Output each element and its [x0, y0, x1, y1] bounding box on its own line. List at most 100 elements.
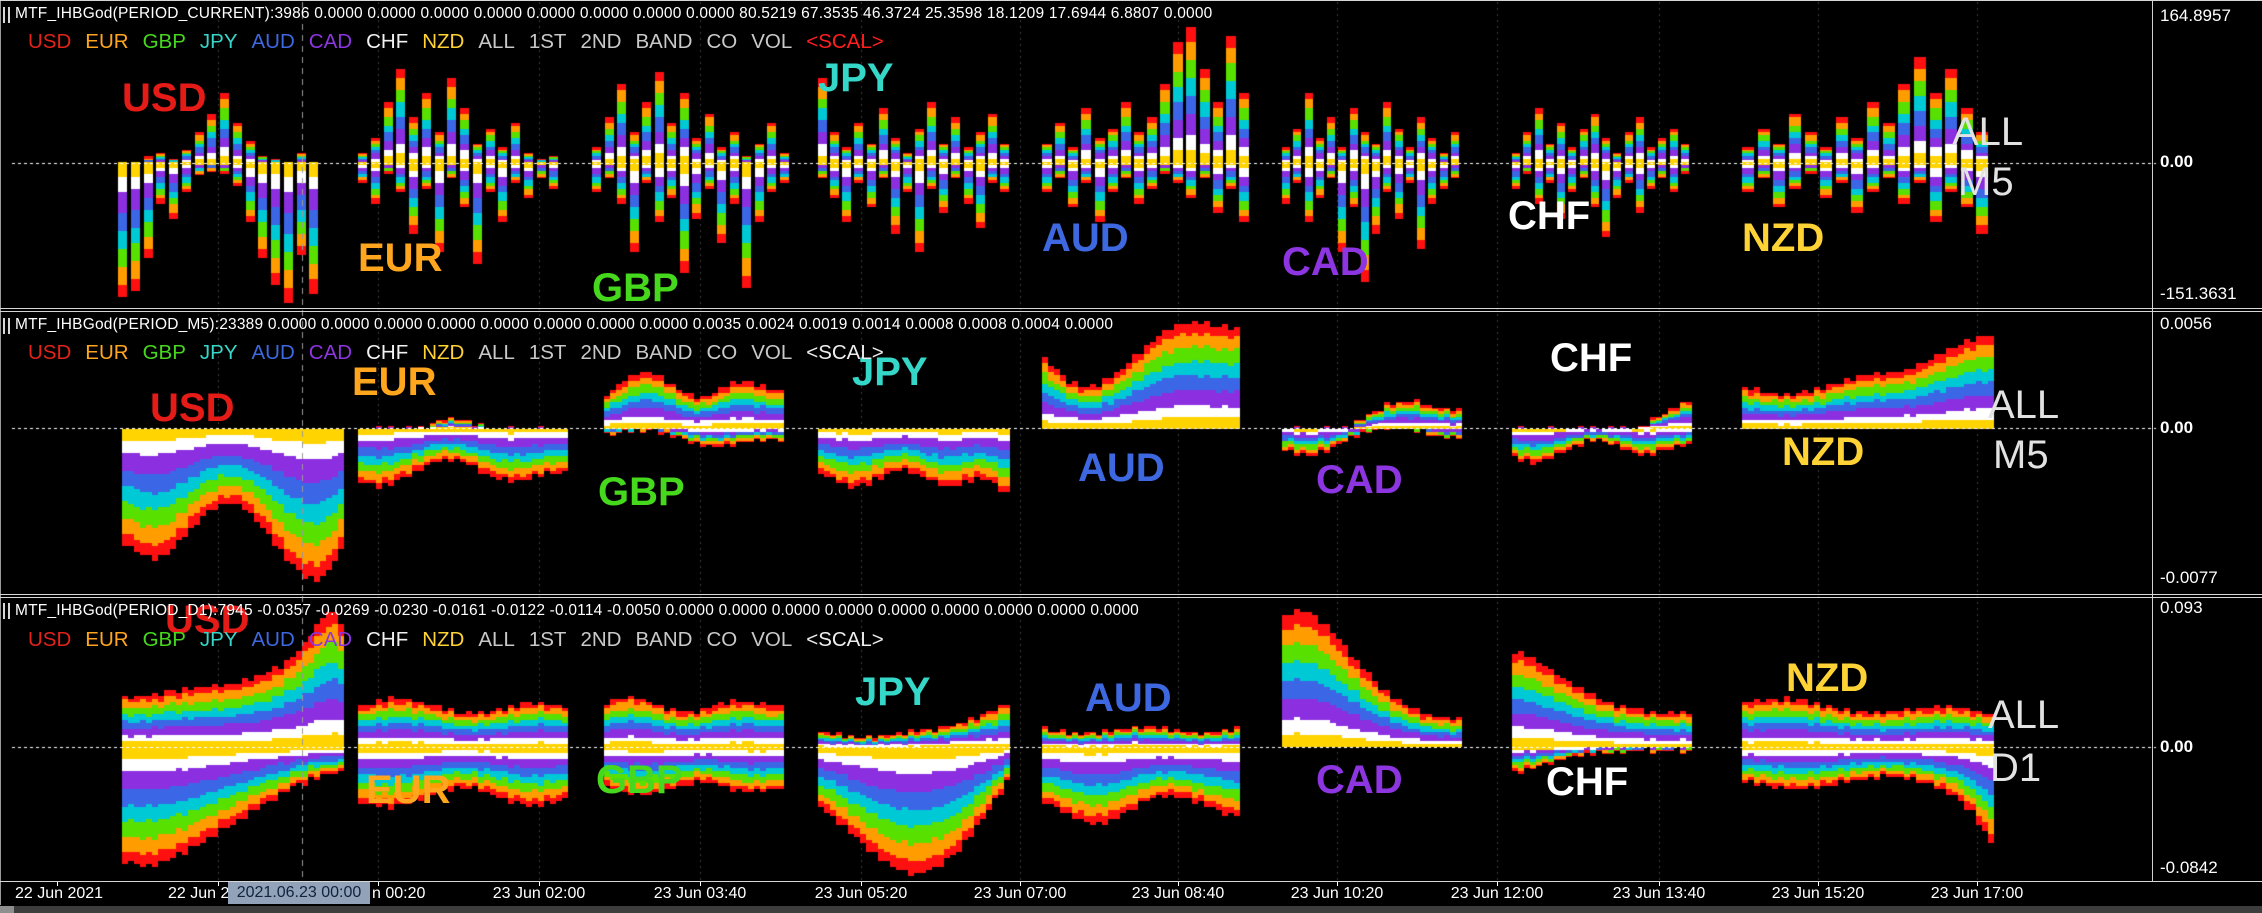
currency-label-chf: CHF — [1546, 760, 1629, 804]
menu-item-band[interactable]: BAND — [635, 30, 693, 53]
menu-item-2nd[interactable]: 2ND — [580, 341, 622, 364]
axis-max-value: 0.0056 — [2160, 314, 2212, 333]
panel-separator[interactable] — [0, 597, 2262, 598]
time-label: 22 Jun 2021 — [15, 885, 104, 902]
time-tick — [861, 882, 862, 886]
currency-label-cad: CAD — [1282, 240, 1369, 284]
panel-separator[interactable] — [0, 594, 2262, 595]
time-label: 23 Jun 12:00 — [1450, 885, 1544, 902]
menu-item-eur[interactable]: EUR — [85, 30, 129, 53]
panel-grip[interactable] — [3, 7, 5, 23]
menu-item-co[interactable]: CO — [706, 341, 738, 364]
menu-item-1st[interactable]: 1ST — [528, 341, 567, 364]
side-label-period: D1 — [1990, 746, 2042, 790]
indicator-menu: USD EUR GBP JPY AUD CAD CHF NZD ALL 1ST 2ND BAND CO V… — [28, 30, 884, 54]
time-label: 23 Jun 15:20 — [1771, 885, 1865, 902]
panel-grip[interactable] — [8, 603, 10, 619]
time-tick — [1977, 882, 1978, 886]
menu-item-cad[interactable]: CAD — [308, 341, 353, 364]
currency-label-chf: CHF — [1550, 336, 1633, 380]
currency-label-gbp: GBP — [592, 266, 679, 310]
menu-item-aud[interactable]: AUD — [251, 341, 295, 364]
menu-item-cad[interactable]: CAD — [308, 30, 353, 53]
currency-label-gbp: GBP — [596, 758, 683, 802]
menu-item-nzd[interactable]: NZD — [422, 628, 465, 651]
panel-separator[interactable] — [0, 311, 2262, 312]
panel-grip[interactable] — [3, 603, 5, 619]
currency-label-eur: EUR — [366, 768, 451, 812]
indicator-menu: USD EUR GBP JPY AUD CAD CHF NZD ALL 1ST 2ND BAND CO V… — [28, 341, 884, 365]
menu-item-scal[interactable]: <SCAL> — [806, 30, 884, 53]
menu-item-gbp[interactable]: GBP — [142, 628, 186, 651]
menu-item-jpy[interactable]: JPY — [199, 30, 238, 53]
menu-item-chf[interactable]: CHF — [366, 30, 409, 53]
panel-grip[interactable] — [8, 7, 10, 23]
panel-separator — [0, 0, 2262, 1]
indicator-chart-area[interactable] — [0, 0, 2262, 882]
time-tick — [700, 882, 701, 886]
menu-item-jpy[interactable]: JPY — [199, 341, 238, 364]
horizontal-scrollbar[interactable] — [0, 906, 2262, 913]
axis-max-value: 164.8957 — [2160, 6, 2231, 25]
menu-item-band[interactable]: BAND — [635, 341, 693, 364]
currency-label-gbp: GBP — [598, 470, 685, 514]
time-label: 23 Jun 07:00 — [973, 885, 1067, 902]
panel-grip[interactable] — [3, 318, 5, 334]
scrollbar-corner[interactable] — [0, 906, 14, 913]
menu-item-gbp[interactable]: GBP — [142, 30, 186, 53]
menu-item-vol[interactable]: VOL — [751, 628, 793, 651]
menu-item-2nd[interactable]: 2ND — [580, 30, 622, 53]
menu-item-vol[interactable]: VOL — [751, 341, 793, 364]
time-tick — [1020, 882, 1021, 886]
time-axis[interactable]: 22 Jun 2021 22 Jun 2 n 00:20 23 Jun 02:00 23… — [0, 882, 2262, 906]
indicator-menu: USD EUR GBP JPY AUD CAD CHF NZD ALL 1ST 2ND BAND CO V… — [28, 628, 884, 652]
panel-separator[interactable] — [0, 308, 2262, 309]
menu-item-nzd[interactable]: NZD — [422, 30, 465, 53]
menu-item-1st[interactable]: 1ST — [528, 30, 567, 53]
menu-item-aud[interactable]: AUD — [251, 628, 295, 651]
menu-item-nzd[interactable]: NZD — [422, 341, 465, 364]
time-label: 22 Jun 2 — [168, 885, 230, 902]
menu-item-band[interactable]: BAND — [635, 628, 693, 651]
menu-item-all[interactable]: ALL — [478, 30, 515, 53]
menu-item-usd[interactable]: USD — [28, 628, 72, 651]
menu-item-eur[interactable]: EUR — [85, 628, 129, 651]
menu-item-cad[interactable]: CAD — [308, 628, 353, 651]
side-label-all: ALL — [1988, 693, 2060, 737]
menu-item-1st[interactable]: 1ST — [528, 628, 567, 651]
menu-item-chf[interactable]: CHF — [366, 341, 409, 364]
currency-label-aud: AUD — [1042, 216, 1129, 260]
menu-item-jpy[interactable]: JPY — [199, 628, 238, 651]
axis-min-value: -0.0842 — [2160, 858, 2218, 877]
indicator-values-line: MTF_IHBGod(PERIOD_D1):7945 -0.0357 -0.02… — [15, 602, 1139, 619]
menu-item-all[interactable]: ALL — [478, 341, 515, 364]
menu-item-chf[interactable]: CHF — [366, 628, 409, 651]
menu-item-2nd[interactable]: 2ND — [580, 628, 622, 651]
time-label: n 00:20 — [372, 885, 426, 902]
menu-item-usd[interactable]: USD — [28, 341, 72, 364]
currency-label-usd: USD — [122, 76, 207, 120]
axis-zero-value: 0.00 — [2160, 737, 2194, 756]
menu-item-aud[interactable]: AUD — [251, 30, 295, 53]
menu-item-usd[interactable]: USD — [28, 30, 72, 53]
currency-label-nzd: NZD — [1742, 216, 1825, 260]
time-tick — [539, 882, 540, 886]
menu-item-all[interactable]: ALL — [478, 628, 515, 651]
side-label-all: ALL — [1952, 110, 2024, 154]
menu-item-scal[interactable]: <SCAL> — [806, 628, 884, 651]
currency-label-aud: AUD — [1078, 446, 1165, 490]
menu-item-eur[interactable]: EUR — [85, 341, 129, 364]
menu-item-gbp[interactable]: GBP — [142, 341, 186, 364]
currency-label-jpy: JPY — [855, 670, 931, 714]
time-label: 23 Jun 08:40 — [1131, 885, 1225, 902]
time-tick — [1818, 882, 1819, 886]
side-label-period: M5 — [1993, 433, 2049, 477]
menu-item-vol[interactable]: VOL — [751, 30, 793, 53]
panel-grip[interactable] — [8, 318, 10, 334]
currency-label-chf: CHF — [1508, 194, 1591, 238]
menu-item-scal[interactable]: <SCAL> — [806, 341, 884, 364]
menu-item-co[interactable]: CO — [706, 628, 738, 651]
menu-item-co[interactable]: CO — [706, 30, 738, 53]
axis-min-value: -0.0077 — [2160, 568, 2218, 587]
time-label: 23 Jun 05:20 — [814, 885, 908, 902]
